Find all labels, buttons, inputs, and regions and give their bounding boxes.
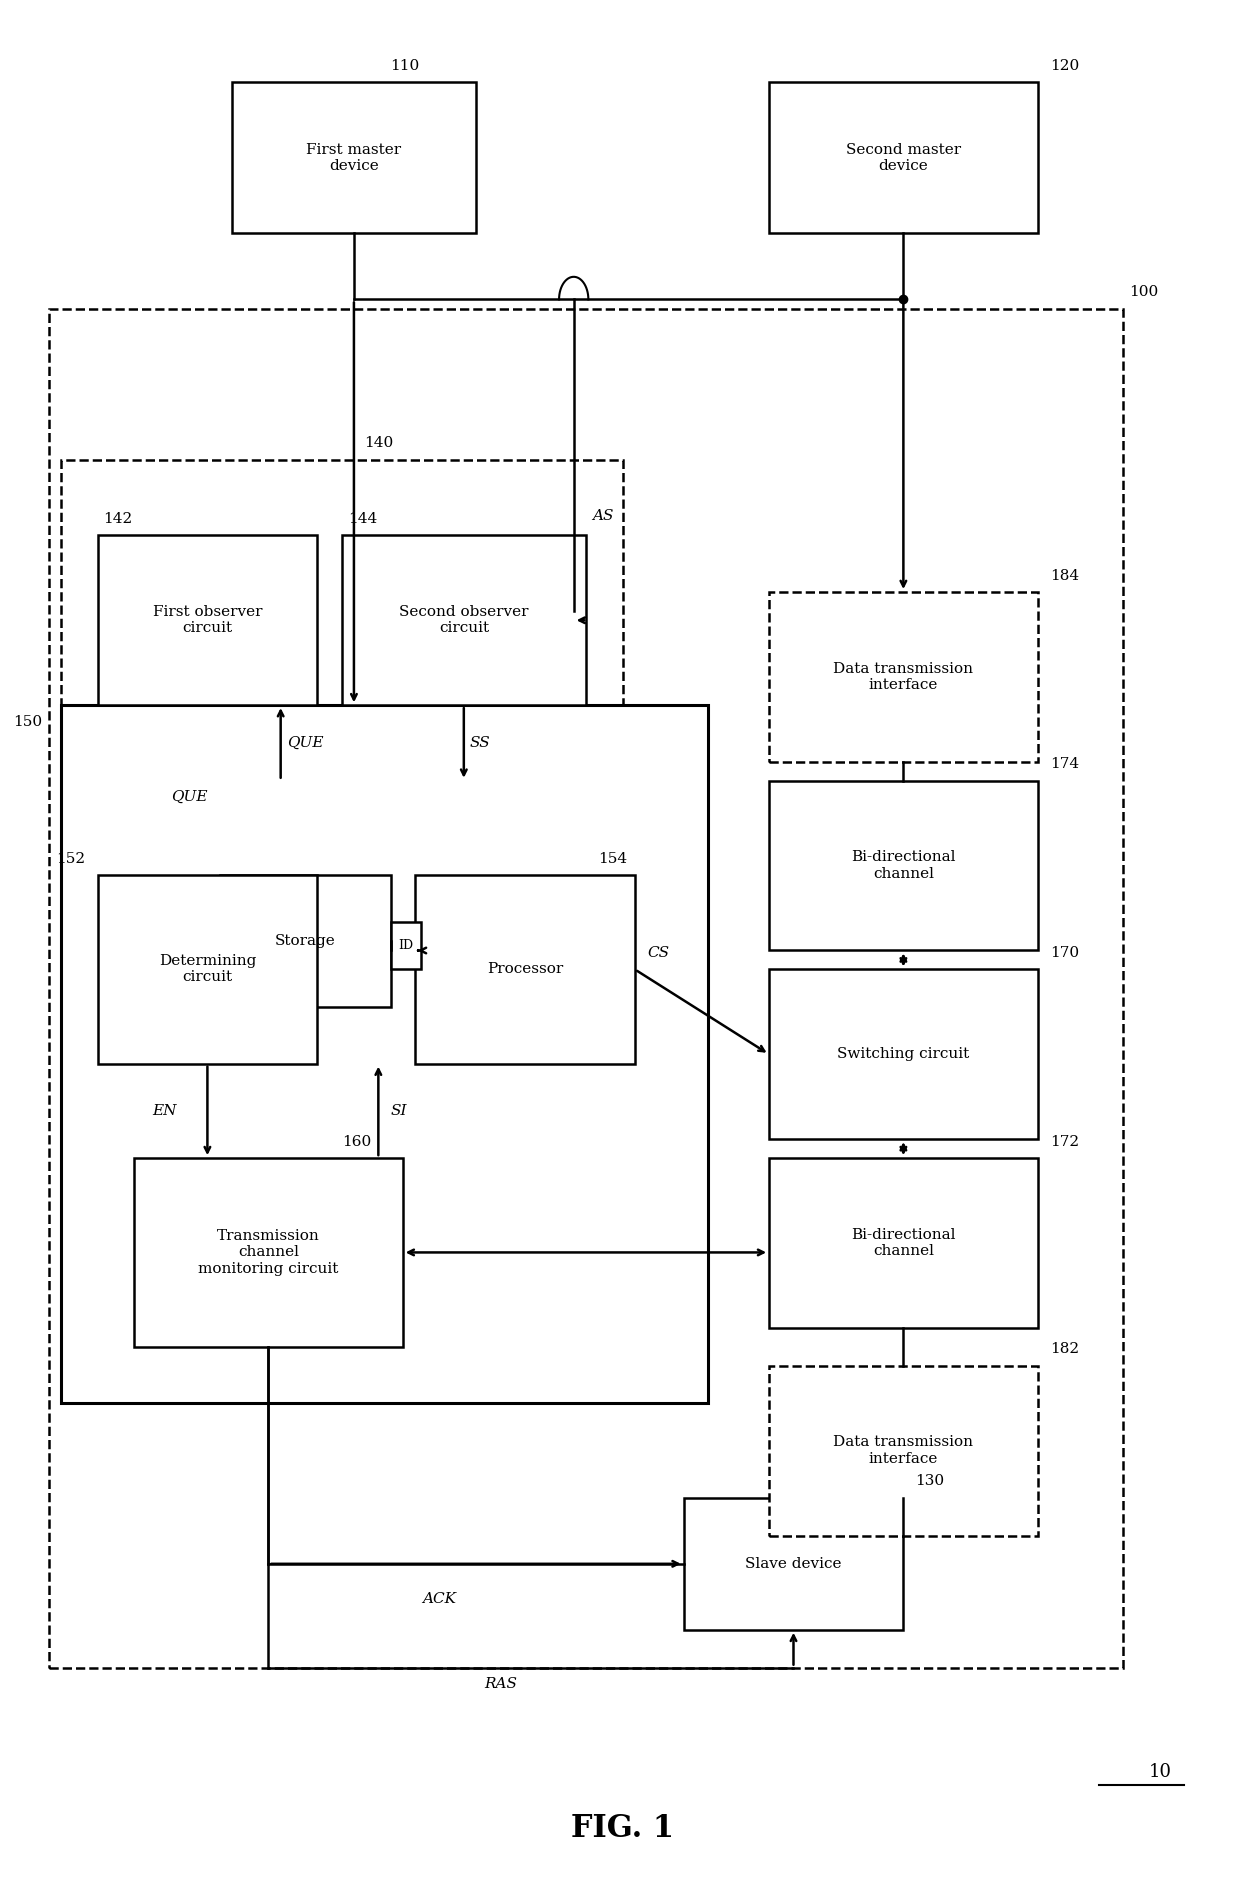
FancyBboxPatch shape xyxy=(134,1158,403,1346)
Text: 160: 160 xyxy=(342,1135,371,1148)
Text: Second observer
circuit: Second observer circuit xyxy=(399,605,528,635)
Text: RAS: RAS xyxy=(484,1677,517,1692)
FancyBboxPatch shape xyxy=(769,1365,1038,1536)
Text: 184: 184 xyxy=(1050,568,1079,582)
Text: 130: 130 xyxy=(915,1475,945,1488)
Text: 100: 100 xyxy=(1130,285,1158,300)
Text: 152: 152 xyxy=(56,852,86,865)
FancyBboxPatch shape xyxy=(415,874,635,1065)
FancyBboxPatch shape xyxy=(232,82,476,234)
FancyBboxPatch shape xyxy=(219,874,391,1008)
Text: Processor: Processor xyxy=(487,962,563,977)
Text: 120: 120 xyxy=(1050,59,1079,72)
Text: FIG. 1: FIG. 1 xyxy=(572,1812,675,1844)
FancyBboxPatch shape xyxy=(391,922,422,970)
FancyBboxPatch shape xyxy=(769,970,1038,1139)
Text: First observer
circuit: First observer circuit xyxy=(153,605,262,635)
Text: Data transmission
interface: Data transmission interface xyxy=(833,662,973,692)
Text: 182: 182 xyxy=(1050,1342,1079,1355)
FancyBboxPatch shape xyxy=(769,82,1038,234)
Text: 172: 172 xyxy=(1050,1135,1079,1148)
FancyBboxPatch shape xyxy=(769,781,1038,950)
Text: SS: SS xyxy=(470,736,491,749)
Text: 110: 110 xyxy=(391,59,420,72)
Text: Bi-directional
channel: Bi-directional channel xyxy=(851,1228,956,1258)
FancyBboxPatch shape xyxy=(61,705,708,1403)
Text: QUE: QUE xyxy=(286,736,324,749)
Text: 142: 142 xyxy=(104,511,133,527)
FancyBboxPatch shape xyxy=(769,591,1038,762)
Text: CS: CS xyxy=(647,947,670,960)
Text: ID: ID xyxy=(398,939,413,952)
Text: Second master
device: Second master device xyxy=(846,143,961,173)
Text: Data transmission
interface: Data transmission interface xyxy=(833,1435,973,1466)
Text: Determining
circuit: Determining circuit xyxy=(159,954,257,985)
Text: Storage: Storage xyxy=(275,933,336,949)
FancyBboxPatch shape xyxy=(61,460,622,781)
Text: 174: 174 xyxy=(1050,757,1079,772)
Text: Slave device: Slave device xyxy=(745,1557,842,1570)
Text: 150: 150 xyxy=(14,715,42,728)
Text: SI: SI xyxy=(391,1104,407,1118)
Text: Bi-directional
channel: Bi-directional channel xyxy=(851,850,956,880)
FancyBboxPatch shape xyxy=(683,1498,904,1629)
Text: 10: 10 xyxy=(1149,1762,1172,1781)
Text: Transmission
channel
monitoring circuit: Transmission channel monitoring circuit xyxy=(198,1230,339,1276)
Text: 154: 154 xyxy=(598,852,627,865)
Text: First master
device: First master device xyxy=(306,143,402,173)
Text: Switching circuit: Switching circuit xyxy=(837,1047,970,1061)
Text: 170: 170 xyxy=(1050,947,1079,960)
Text: 144: 144 xyxy=(348,511,377,527)
Text: QUE: QUE xyxy=(171,791,207,804)
FancyBboxPatch shape xyxy=(48,308,1123,1667)
Text: AS: AS xyxy=(591,509,614,523)
Text: 140: 140 xyxy=(363,437,393,451)
FancyBboxPatch shape xyxy=(98,874,317,1065)
FancyBboxPatch shape xyxy=(769,1158,1038,1329)
Text: EN: EN xyxy=(153,1104,177,1118)
FancyBboxPatch shape xyxy=(342,536,587,705)
Text: ACK: ACK xyxy=(423,1593,456,1606)
FancyBboxPatch shape xyxy=(98,536,317,705)
